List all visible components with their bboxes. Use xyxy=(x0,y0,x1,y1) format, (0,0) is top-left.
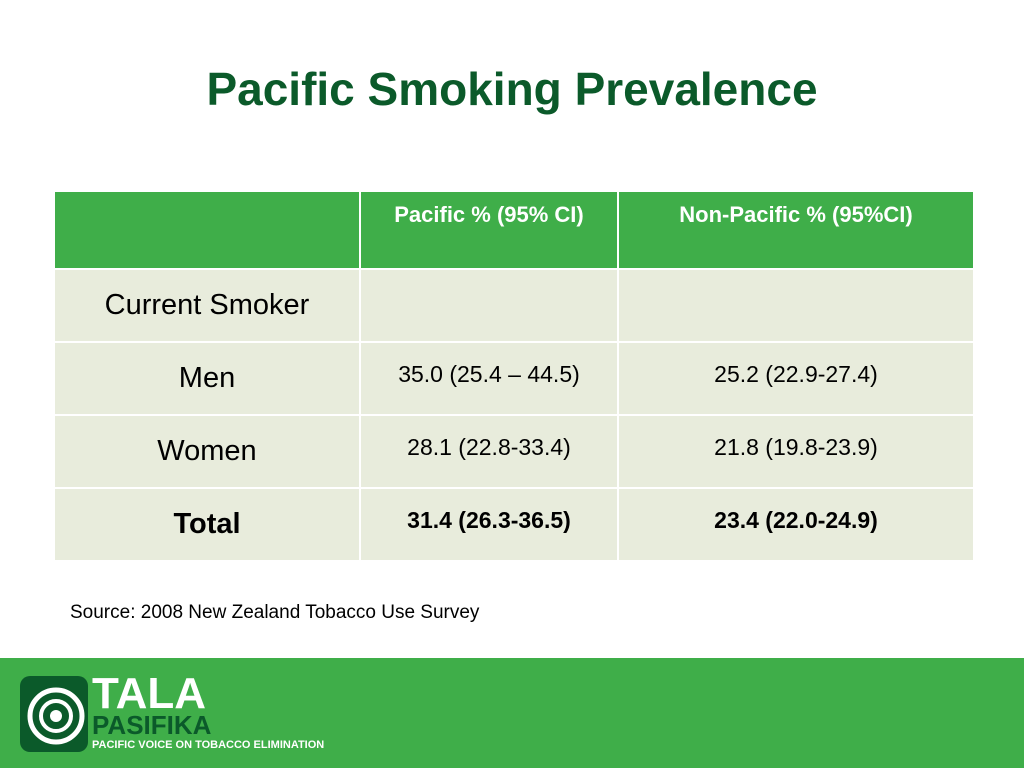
footer-band: TALA PASIFIKA PACIFIC VOICE ON TOBACCO E… xyxy=(0,658,1024,768)
header-cell: Pacific % (95% CI) xyxy=(359,190,619,270)
logo-spiral xyxy=(27,687,85,745)
cell: 35.0 (25.4 – 44.5) xyxy=(359,341,619,416)
cell xyxy=(359,268,619,343)
row-label: Men xyxy=(53,341,361,416)
logo: TALA PASIFIKA PACIFIC VOICE ON TOBACCO E… xyxy=(20,669,324,752)
header-cell xyxy=(53,190,361,270)
row-label: Total xyxy=(53,487,361,562)
cell: 21.8 (19.8-23.9) xyxy=(617,414,975,489)
header-cell: Non-Pacific % (95%CI) xyxy=(617,190,975,270)
slide-title: Pacific Smoking Prevalence xyxy=(206,63,818,115)
row-label: Women xyxy=(53,414,361,489)
logo-tagline: PACIFIC VOICE ON TOBACCO ELIMINATION xyxy=(92,739,324,751)
logo-spiral xyxy=(39,699,73,733)
cell: 23.4 (22.0-24.9) xyxy=(617,487,975,562)
section-label: Current Smoker xyxy=(53,268,361,343)
logo-word: PASIFIKA xyxy=(92,710,212,740)
cell: 28.1 (22.8-33.4) xyxy=(359,414,619,489)
cell xyxy=(617,268,975,343)
cell: 25.2 (22.9-27.4) xyxy=(617,341,975,416)
source-note: Source: 2008 New Zealand Tobacco Use Sur… xyxy=(70,602,480,623)
prevalence-table: Pacific % (95% CI) Non-Pacific % (95%CI)… xyxy=(53,190,975,562)
row: Total 31.4 (26.3-36.5) 23.4 (22.0-24.9) xyxy=(53,487,975,562)
row: Women 28.1 (22.8-33.4) 21.8 (19.8-23.9) xyxy=(53,414,975,489)
logo-word: TALA xyxy=(92,669,206,718)
row: Men 35.0 (25.4 – 44.5) 25.2 (22.9-27.4) xyxy=(53,341,975,416)
section-row: Current Smoker xyxy=(53,268,975,343)
cell: 31.4 (26.3-36.5) xyxy=(359,487,619,562)
header-row: Pacific % (95% CI) Non-Pacific % (95%CI) xyxy=(53,190,975,270)
logo-spiral xyxy=(50,710,62,722)
